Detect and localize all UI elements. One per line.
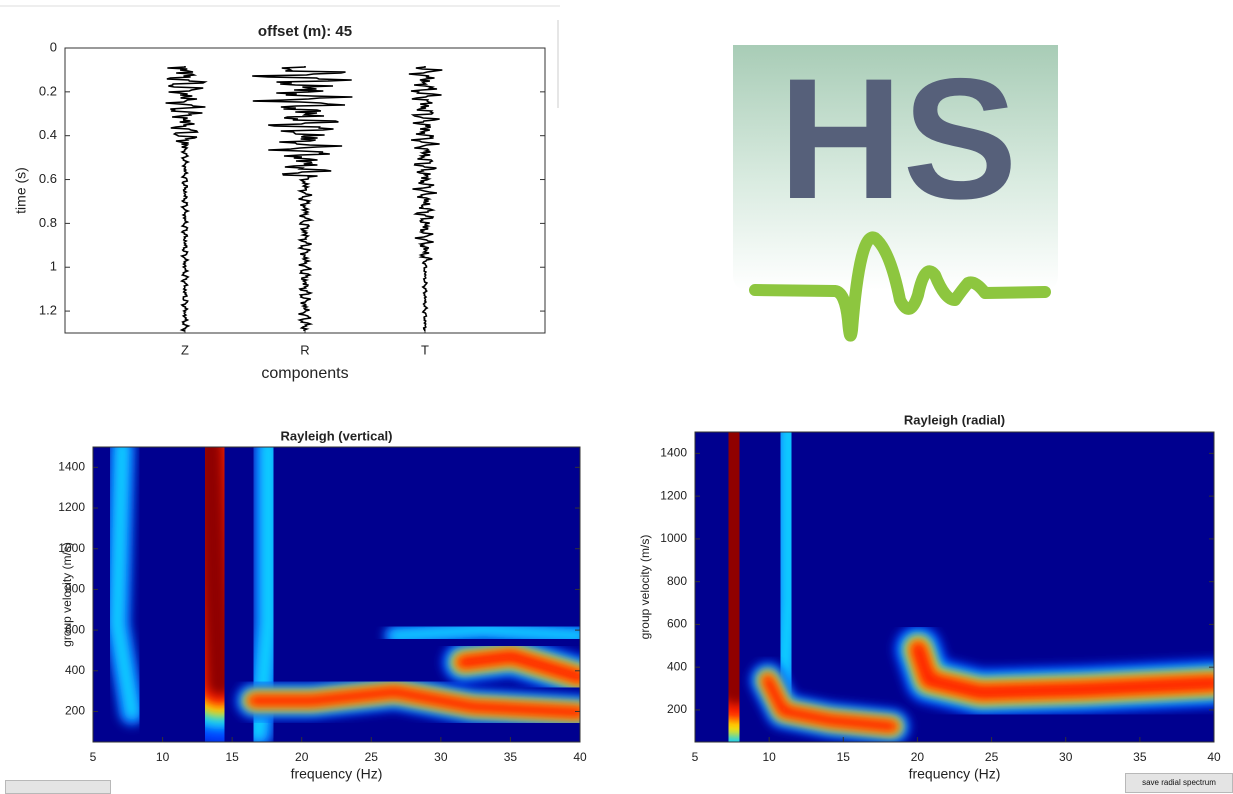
seismic-trace bbox=[165, 66, 208, 332]
x-tick-label: 20 bbox=[911, 750, 925, 764]
heatmap bbox=[695, 432, 1214, 742]
y-axis-label: group velocity (m/s) bbox=[638, 535, 652, 640]
logo-text: HS bbox=[779, 43, 1018, 235]
seismic-trace bbox=[252, 66, 353, 332]
plot-frame bbox=[694, 431, 1215, 743]
x-tick-label: Z bbox=[181, 342, 189, 357]
x-tick-label: 5 bbox=[90, 750, 97, 764]
y-tick-label: 0.8 bbox=[39, 215, 57, 230]
x-tick-label: 35 bbox=[1133, 750, 1147, 764]
x-tick-label: 35 bbox=[504, 750, 518, 764]
heatmap-band bbox=[455, 648, 580, 685]
chart-title: Rayleigh (radial) bbox=[904, 412, 1005, 427]
chart-title: Rayleigh (vertical) bbox=[281, 428, 393, 443]
x-tick-label: 25 bbox=[365, 750, 379, 764]
y-tick-label: 1400 bbox=[660, 446, 687, 460]
x-tick-label: 10 bbox=[762, 750, 776, 764]
x-tick-label: R bbox=[300, 342, 309, 357]
y-tick-label: 400 bbox=[667, 659, 687, 673]
x-tick-label: T bbox=[421, 342, 429, 357]
logo: HS bbox=[733, 43, 1058, 342]
y-tick-label: 0.6 bbox=[39, 171, 57, 186]
y-axis-label: group velocity (m/s) bbox=[60, 542, 74, 647]
y-tick-label: 1200 bbox=[58, 500, 85, 514]
y-tick-label: 200 bbox=[65, 704, 85, 718]
y-tick-label: 600 bbox=[667, 617, 687, 631]
y-tick-label: 600 bbox=[65, 622, 85, 636]
y-axis-label: time (s) bbox=[13, 167, 29, 214]
x-tick-label: 20 bbox=[295, 750, 309, 764]
x-tick-label: 30 bbox=[1059, 750, 1073, 764]
x-tick-label: 40 bbox=[1207, 750, 1221, 764]
heatmap-band bbox=[197, 447, 233, 696]
heatmap bbox=[93, 447, 580, 742]
x-tick-label: 15 bbox=[837, 750, 851, 764]
y-tick-label: 0 bbox=[50, 39, 57, 54]
y-tick-label: 1400 bbox=[58, 460, 85, 474]
heatmap-band bbox=[110, 447, 140, 720]
x-axis-label: frequency (Hz) bbox=[291, 766, 383, 782]
x-tick-label: 40 bbox=[573, 750, 587, 764]
y-tick-label: 0.2 bbox=[39, 83, 57, 98]
y-tick-label: 400 bbox=[65, 663, 85, 677]
y-tick-label: 1000 bbox=[660, 531, 687, 545]
chart-title: offset (m): 45 bbox=[258, 23, 352, 40]
seismic-trace bbox=[408, 66, 443, 332]
logo-wave bbox=[749, 231, 1051, 342]
y-tick-label: 1.2 bbox=[39, 303, 57, 318]
plot-frame bbox=[92, 446, 581, 743]
y-tick-label: 1200 bbox=[660, 488, 687, 502]
y-tick-label: 800 bbox=[667, 574, 687, 588]
x-axis-label: components bbox=[261, 365, 348, 382]
y-tick-label: 1 bbox=[50, 259, 57, 274]
y-tick-label: 800 bbox=[65, 582, 85, 596]
heatmap-band bbox=[774, 432, 797, 704]
y-tick-label: 200 bbox=[667, 702, 687, 716]
y-tick-label: 1000 bbox=[58, 541, 85, 555]
x-tick-label: 30 bbox=[434, 750, 448, 764]
y-tick-label: 0.4 bbox=[39, 127, 57, 142]
heatmap-band bbox=[388, 623, 580, 642]
heatmap-band bbox=[247, 685, 580, 720]
save-radial-spectrum-button[interactable]: save radial spectrum bbox=[1125, 773, 1233, 793]
logo-background bbox=[733, 45, 1058, 290]
x-tick-label: 15 bbox=[225, 750, 239, 764]
heatmap-band bbox=[761, 673, 899, 734]
heatmap-band bbox=[909, 640, 1214, 702]
x-tick-label: 10 bbox=[156, 750, 170, 764]
x-axis-label: frequency (Hz) bbox=[909, 766, 1001, 782]
x-tick-label: 5 bbox=[692, 750, 699, 764]
x-tick-label: 25 bbox=[985, 750, 999, 764]
